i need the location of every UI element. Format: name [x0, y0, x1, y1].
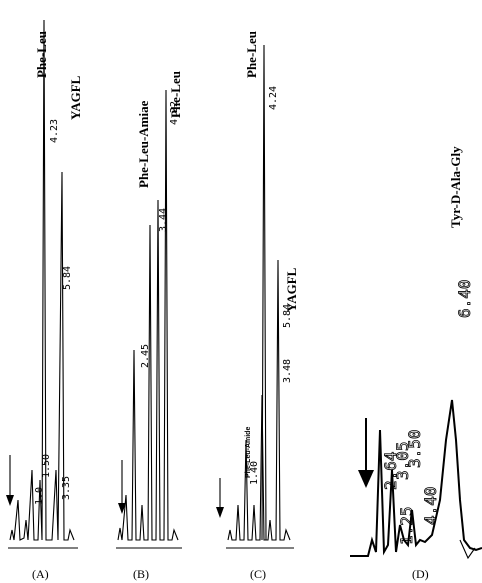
panel-b-label: (B)	[133, 567, 149, 581]
panel-c-label-phe-leu: Phe-Leu	[244, 31, 259, 78]
panel-d: Tyr-D-Ala-Gly 6.40 4.40 3.50 3.05 2.64 1…	[350, 146, 482, 581]
panel-b-label-phe-leu: Phe-Leu	[168, 71, 183, 118]
panel-b-rt-245: 2.45	[140, 344, 151, 368]
panel-d-trace	[350, 399, 482, 557]
panel-a-rt-423: 4.23	[49, 119, 60, 143]
panel-c-rt-584: 5.84	[282, 304, 293, 328]
panel-c-rt-424: 4.24	[268, 86, 279, 110]
panel-d-rt-640: 6.40	[455, 279, 474, 318]
panel-a-arrowhead	[6, 495, 14, 506]
panel-b-arrowhead	[118, 503, 126, 514]
panel-a-label-yagfl: YAGFL	[68, 75, 83, 120]
panel-b-label-amide: Phe-Leu-Amiae	[136, 100, 151, 188]
panel-d-rt-125: 1.25	[397, 506, 416, 545]
panel-d-rt-305: 3.05	[393, 441, 412, 480]
panel-b-rt-344: 3.44	[158, 208, 169, 232]
panel-d-rt-440: 4.40	[421, 486, 440, 525]
panel-d-arrowhead	[358, 470, 374, 488]
panel-c-label: (C)	[250, 567, 266, 581]
panel-d-tail	[459, 539, 476, 560]
panel-c-rt-348: 3.48	[282, 359, 293, 383]
panel-b-rt-422: 4.22	[169, 101, 180, 125]
panel-c: Phe-Leu YAGFL Phe-Leu-Amide 4.24 5.84 3.…	[216, 31, 299, 581]
panel-c-label-yagfl: YAGFL	[284, 267, 299, 312]
panel-a-rt-584: 5.84	[62, 266, 73, 290]
panel-d-label: (D)	[412, 567, 429, 581]
panel-a-label: (A)	[32, 567, 49, 581]
panel-c-trace	[227, 259, 291, 541]
panel-a: Phe-Leu YAGFL 4.23 5.84 1.50 3.35 1.0 (A…	[6, 19, 83, 581]
panel-a-rt-10: 1.0	[34, 487, 45, 505]
panel-b-trace	[117, 89, 179, 541]
panel-c-rt-140: 1.40	[249, 461, 260, 485]
panel-a-rt-335: 3.35	[61, 476, 72, 500]
panel-c-label-amide: Phe-Leu-Amide	[245, 427, 252, 478]
panel-a-rt-150: 1.50	[41, 454, 52, 478]
panel-d-rt-264: 2.64	[381, 451, 400, 490]
panel-d-rt-350: 3.50	[405, 429, 424, 468]
panel-b: Phe-Leu-Amiae Phe-Leu 4.22 3.44 2.45 (B)	[116, 71, 183, 581]
panel-d-label-tyr: Tyr-D-Ala-Gly	[448, 146, 463, 228]
panel-a-label-phe-leu: Phe-Leu	[34, 31, 49, 78]
panel-a-trace	[9, 19, 75, 541]
panel-c-main-peak	[261, 44, 267, 541]
panel-c-arrowhead	[216, 507, 224, 518]
